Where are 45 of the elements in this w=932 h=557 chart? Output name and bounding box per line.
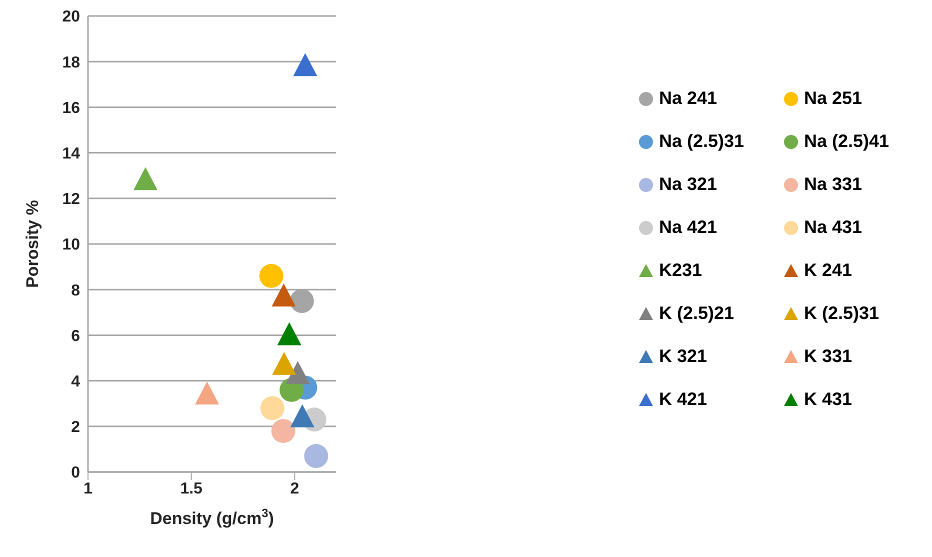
legend-label: Na 321 — [659, 174, 718, 195]
x-tick-label: 1 — [84, 480, 93, 498]
legend-label: K (2.5)21 — [659, 303, 734, 324]
legend-label: K 321 — [659, 346, 708, 367]
point — [304, 444, 328, 468]
y-tick-label: 8 — [71, 282, 80, 300]
point — [195, 381, 220, 404]
y-tick-label: 16 — [62, 100, 80, 117]
y-tick-label: 14 — [62, 145, 80, 162]
y-tick-label: 12 — [62, 191, 80, 208]
legend-label: K231 — [659, 260, 702, 281]
legend-label: Na (2.5)31 — [659, 131, 744, 152]
point — [293, 53, 318, 76]
point — [272, 352, 296, 375]
legend-label: K (2.5)31 — [804, 303, 880, 324]
legend-label: Na 431 — [804, 217, 862, 238]
y-tick-label: 10 — [62, 236, 80, 254]
y-axis-title: Porosity % — [23, 200, 42, 288]
legend-label: Na 241 — [659, 88, 718, 109]
y-tick-label: 20 — [62, 8, 80, 26]
point — [272, 283, 296, 306]
legend-label: K 241 — [804, 260, 852, 281]
point — [271, 418, 296, 443]
y-tick-label: 4 — [71, 373, 80, 390]
y-tick-label: 0 — [71, 464, 80, 482]
y-tick-label: 2 — [71, 419, 80, 436]
point — [277, 322, 302, 346]
legend-label: Na 421 — [659, 217, 718, 238]
legend-label: K 331 — [804, 346, 852, 367]
y-tick-label: 6 — [71, 328, 80, 345]
legend-label: Na 331 — [804, 174, 862, 195]
legend-label: K 421 — [659, 389, 708, 410]
y-tick-label: 18 — [62, 54, 80, 72]
x-tick-label: 2 — [290, 480, 300, 498]
legend-label: K 431 — [804, 389, 852, 410]
point — [290, 404, 314, 428]
point — [259, 264, 284, 288]
x-axis-title: Density (g/cm$^{3}$) — [150, 506, 274, 528]
point — [260, 396, 284, 420]
point — [133, 167, 158, 190]
x-tick-label: 1.5 — [180, 480, 203, 498]
legend-label: Na 251 — [804, 88, 862, 109]
point — [290, 289, 314, 313]
point — [286, 360, 310, 384]
legend-label: Na (2.5)41 — [804, 131, 890, 152]
